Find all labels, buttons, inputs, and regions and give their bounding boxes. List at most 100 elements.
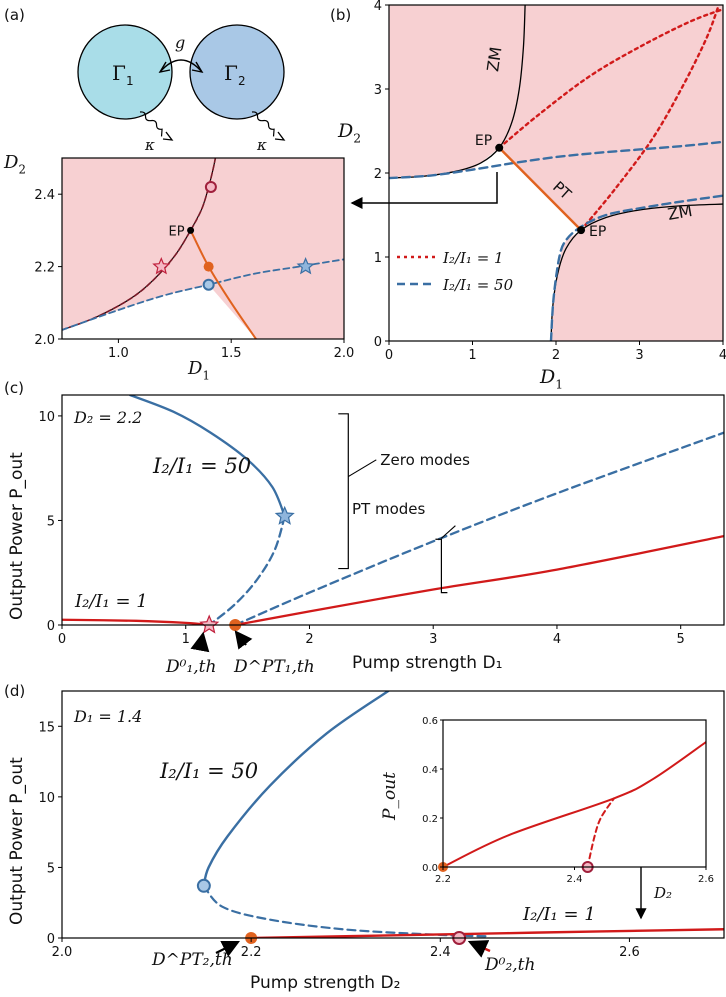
schematic: Γ 1 Γ 2 g κ κ [77, 24, 286, 154]
red-series-label: I₂/I₁ = 1 [522, 904, 596, 925]
x-tick-label: 2 [552, 348, 560, 363]
gamma1-symbol: Γ [112, 61, 126, 85]
gamma1-subscript: 1 [126, 74, 134, 88]
panel-b-label: (b) [330, 6, 351, 24]
x-tick-label: 2 [305, 632, 313, 647]
panel-a-label: (a) [4, 6, 25, 24]
y-tick-label: 3 [374, 83, 382, 98]
red-circle-marker [204, 180, 217, 193]
x-tick-label: 4 [553, 632, 561, 647]
loss-wave-right [251, 111, 275, 137]
y-axis-label: D2 [337, 120, 361, 146]
loss-wave-left [139, 111, 163, 137]
blue-series-label: I₂/I₁ = 50 [152, 454, 251, 478]
pt-modes-label: PT modes [352, 500, 426, 518]
pt-threshold-arrow [234, 630, 253, 650]
inset-x-tick-label: 2.6 [698, 874, 714, 885]
y-axis-label: Output Power P_out [7, 757, 27, 925]
x-tick-label: 3 [429, 632, 437, 647]
x-tick-label: 1.0 [108, 346, 129, 361]
y-tick-label: 1 [374, 251, 382, 266]
inset-background [443, 720, 706, 867]
inset-red-dashed [586, 797, 615, 867]
x-axis-label: Pump strength D₂ [250, 973, 400, 993]
x-tick-label: 2.0 [334, 346, 355, 361]
blue-series-label: I₂/I₁ = 50 [159, 759, 258, 783]
y-tick-label: 2 [374, 167, 382, 182]
red-star-marker [199, 614, 220, 634]
legend-label-red: I₂/I₁ = 1 [442, 249, 504, 267]
red-dotted-curve-2 [579, 5, 721, 232]
red-dashed-curve [62, 158, 217, 331]
kappa-right: κ [256, 136, 267, 154]
x-tick-label: 2.6 [619, 945, 640, 960]
red-dotted-curve-1 [498, 7, 723, 149]
ep-point [187, 226, 195, 234]
inset-x-tick-label: 2.2 [435, 874, 451, 885]
threshold-0-label: D⁰₁,th [165, 657, 216, 677]
x-tick-label: 5 [677, 632, 685, 647]
ep-point-2 [577, 226, 586, 235]
inset-y-tick-label: 0.0 [422, 863, 438, 874]
threshold-pt-label: D^PT₂,th [151, 950, 233, 970]
y-tick-label: 5 [47, 861, 55, 876]
pt-line [498, 146, 583, 232]
red-star-marker [152, 257, 171, 275]
pt-modes-bracket [435, 538, 448, 594]
panel-a-plot: EP 1.0 1.5 2.0 2.0 2.2 2.4 D1 D2 [3, 152, 354, 382]
y-tick-label: 5 [47, 514, 55, 529]
axes-frame [61, 394, 725, 626]
threshold-pt-label: D^PT₁,th [233, 657, 315, 677]
series-0-solid [202, 691, 390, 887]
blue-circle-marker [202, 278, 215, 291]
coupling-symbol: g [175, 33, 185, 52]
white-region [62, 284, 257, 339]
y-tick-label: 2.4 [34, 188, 55, 203]
panel-c-plot: Zero modes PT modes D₂ = 2.2 I₂/I₁ = 50 I₂/I… [7, 394, 725, 677]
coupling-arrow-right [191, 61, 204, 73]
gamma2-symbol: Γ [224, 61, 238, 85]
ep-point-1 [495, 143, 504, 152]
y-tick-label: 10 [38, 410, 55, 425]
red-series-label: I₂/I₁ = 1 [74, 591, 148, 612]
annotation-d2: D₂ = 2.2 [73, 408, 142, 427]
axes-frame [61, 157, 345, 340]
y-axis-label: Output Power P_out [7, 452, 27, 620]
y-tick-label: 15 [38, 720, 55, 735]
x-tick-label: 1 [468, 348, 476, 363]
inset-y-tick-label: 0.6 [422, 716, 438, 727]
pt-line [189, 229, 258, 339]
blue-circle-marker [196, 878, 211, 893]
legend-label-blue: I₂/I₁ = 50 [442, 276, 514, 294]
series-0-dashed [208, 515, 286, 625]
resonator-1 [77, 24, 173, 120]
red-threshold-arrow [190, 631, 210, 653]
inset-plot: 2.2 2.4 2.6 0.0 0.2 0.4 0.6 D₂ P_out [380, 716, 714, 902]
x-tick-label: 2.2 [241, 945, 262, 960]
x-tick-label: 2.4 [430, 945, 451, 960]
inset-y-tick-label: 0.4 [422, 765, 438, 776]
inset-x-tick-label: 2.4 [567, 874, 583, 885]
panel-c-label: (c) [4, 379, 24, 397]
white-region [389, 147, 582, 341]
x-tick-label: 3 [635, 348, 643, 363]
series-1-solid [249, 928, 724, 938]
panel-d-label: (d) [4, 682, 25, 700]
x-tick-label: 1.5 [221, 346, 242, 361]
orange-dot-marker [203, 261, 214, 272]
threshold-0-label: D⁰₂,th [484, 955, 535, 975]
loss-arrow-right [274, 131, 286, 141]
x-axis-label: Pump strength D₁ [352, 653, 502, 673]
x-tick-label: 0 [385, 348, 393, 363]
y-tick-label: 2.2 [34, 261, 55, 276]
coupling-arc [159, 59, 203, 73]
blue-star-marker [274, 505, 295, 525]
x-axis-label: D1 [187, 358, 210, 382]
series-3-solid [234, 534, 724, 625]
series-2-solid [62, 618, 211, 625]
ep-label-1: EP [475, 133, 492, 149]
series-0-solid [128, 395, 286, 518]
loss-arrow-left [162, 131, 174, 141]
